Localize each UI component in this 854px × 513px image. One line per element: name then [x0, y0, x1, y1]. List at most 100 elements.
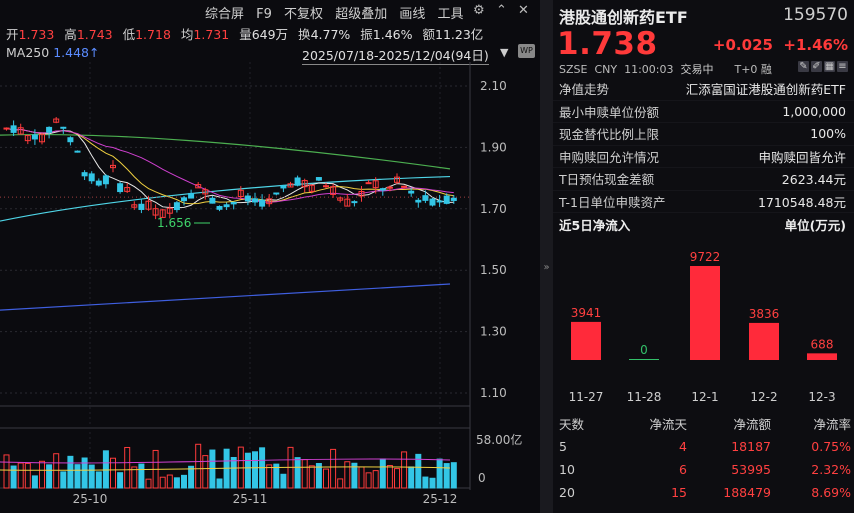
kline-chart[interactable]: 2.10 1.90 1.70 1.50 1.30 1.10 58.00亿 0 25-10 25-1… [0, 0, 540, 513]
candle [372, 177, 379, 194]
toolbar-overview[interactable]: 综合屏 [205, 7, 245, 22]
toolbar-draw[interactable]: 画线 [399, 7, 426, 22]
flow-unit: 单位(万元) [784, 218, 846, 233]
kline-panel[interactable]: 综合屏 F9 不复权 超级叠加 画线 工具 ⚙ ⌃ ✕ 开1.733 高1.74… [0, 0, 540, 513]
candle [3, 127, 10, 131]
volume-bar [102, 450, 109, 489]
panel-divider[interactable] [540, 0, 553, 513]
candle [131, 201, 138, 210]
candle [252, 192, 258, 206]
candle [10, 120, 17, 136]
candle [95, 178, 102, 187]
volume-bar [10, 465, 17, 489]
candle [74, 150, 81, 153]
info-row[interactable]: 净值走势 汇添富国证港股通创新药ETF [553, 78, 854, 101]
candle [379, 187, 386, 196]
info-row: 申购赎回允许情况 申购赎回皆允许 [553, 146, 854, 168]
dropdown-arrow-icon[interactable]: ▼ [500, 46, 509, 59]
candle [394, 173, 400, 185]
candle [60, 126, 67, 134]
volume-bar [124, 446, 131, 489]
candle [273, 192, 280, 196]
price-axis-label: 1.90 [480, 140, 507, 154]
toolbar-overlay[interactable]: 超级叠加 [335, 7, 388, 22]
volume-bar [244, 452, 251, 489]
trade-meta: SZSE CNY 11:00:03 交易中 T+0 融 [559, 63, 772, 76]
volume-bar [81, 457, 88, 489]
volume-bar [138, 463, 145, 489]
volume-bar [88, 464, 95, 489]
pen-icon[interactable]: ✐ [811, 61, 822, 72]
candle [202, 187, 209, 200]
fund-info-table: 净值走势 汇添富国证港股通创新药ETF 最小申赎单位份额 1,000,000 现金替… [553, 78, 854, 213]
ma-line [0, 175, 451, 222]
volume-bar [273, 463, 280, 489]
candle [159, 208, 166, 218]
candle [223, 202, 230, 210]
close-icon[interactable]: ✕ [518, 3, 529, 18]
candle [166, 203, 173, 219]
volume-bar [173, 477, 180, 489]
volume-bar [195, 443, 202, 489]
candle [237, 186, 244, 200]
volume-bar [301, 459, 308, 489]
gear-icon[interactable]: ⚙ [473, 3, 485, 18]
candle [443, 193, 450, 205]
volume-bar [131, 466, 138, 489]
candle [46, 126, 53, 139]
ma250-line [0, 283, 451, 311]
info-row: 现金替代比例上限 100% [553, 123, 854, 146]
price-axis-label: 1.30 [480, 325, 507, 339]
candle [117, 181, 124, 194]
volume-bar [110, 457, 116, 489]
date-axis-label: 25-10 [73, 492, 108, 506]
volume-bar [379, 458, 386, 489]
volume-bar [315, 463, 322, 489]
date-range[interactable]: 2025/07/18-2025/12/04(94日) [302, 45, 489, 65]
candle [67, 136, 74, 146]
volume-bar [443, 463, 450, 489]
toolbar-f9[interactable]: F9 [256, 7, 272, 22]
flow-table-header: 天数 净流天 净流额 净流率 [559, 417, 851, 432]
grid-icon[interactable]: ▦ [824, 61, 835, 72]
candle [181, 196, 187, 206]
candle [138, 198, 145, 214]
inflow-bar [807, 353, 837, 360]
volume-bar [429, 477, 436, 489]
volume-bar [17, 462, 24, 489]
quote-summary: 开1.733 高1.743 低1.718 均1.731 量649万 换4.77%… [6, 27, 484, 42]
candle [39, 133, 45, 145]
candle [216, 205, 223, 212]
inflow-value-label: 9722 [690, 250, 721, 264]
candle [17, 123, 24, 135]
wp-badge[interactable]: WP [518, 44, 535, 58]
candle [287, 181, 294, 188]
candle [436, 194, 443, 207]
candle [401, 185, 408, 190]
volume-bar [31, 475, 38, 489]
candle [351, 200, 358, 207]
volume-bar [145, 478, 152, 489]
inflow-value-label: 688 [811, 337, 834, 351]
menu-icon[interactable]: ≡ [837, 61, 848, 72]
volume-bar [351, 462, 358, 489]
volume-bar [181, 474, 187, 489]
price-axis-label: 1.70 [480, 202, 507, 216]
table-row: 5 4 18187 0.75% [559, 439, 851, 454]
candle [195, 182, 202, 189]
volume-bar [266, 464, 273, 489]
fund-name: 港股通创新药ETF [559, 8, 688, 27]
toolbar-no-adjust[interactable]: 不复权 [284, 7, 324, 22]
volume-bar [46, 464, 53, 489]
volume-bar [394, 468, 400, 489]
edit-icon[interactable]: ✎ [798, 61, 809, 72]
candle [24, 134, 31, 145]
collapse-icon[interactable]: » [543, 262, 550, 273]
table-row: 20 15 188479 8.69% [559, 485, 851, 500]
inflow-bar [629, 359, 659, 360]
date-axis-label: 25-11 [233, 492, 268, 506]
candle [81, 170, 88, 181]
candle [330, 183, 337, 198]
toolbar-tools[interactable]: 工具 [437, 7, 464, 22]
chevron-up-icon[interactable]: ⌃ [496, 3, 507, 18]
